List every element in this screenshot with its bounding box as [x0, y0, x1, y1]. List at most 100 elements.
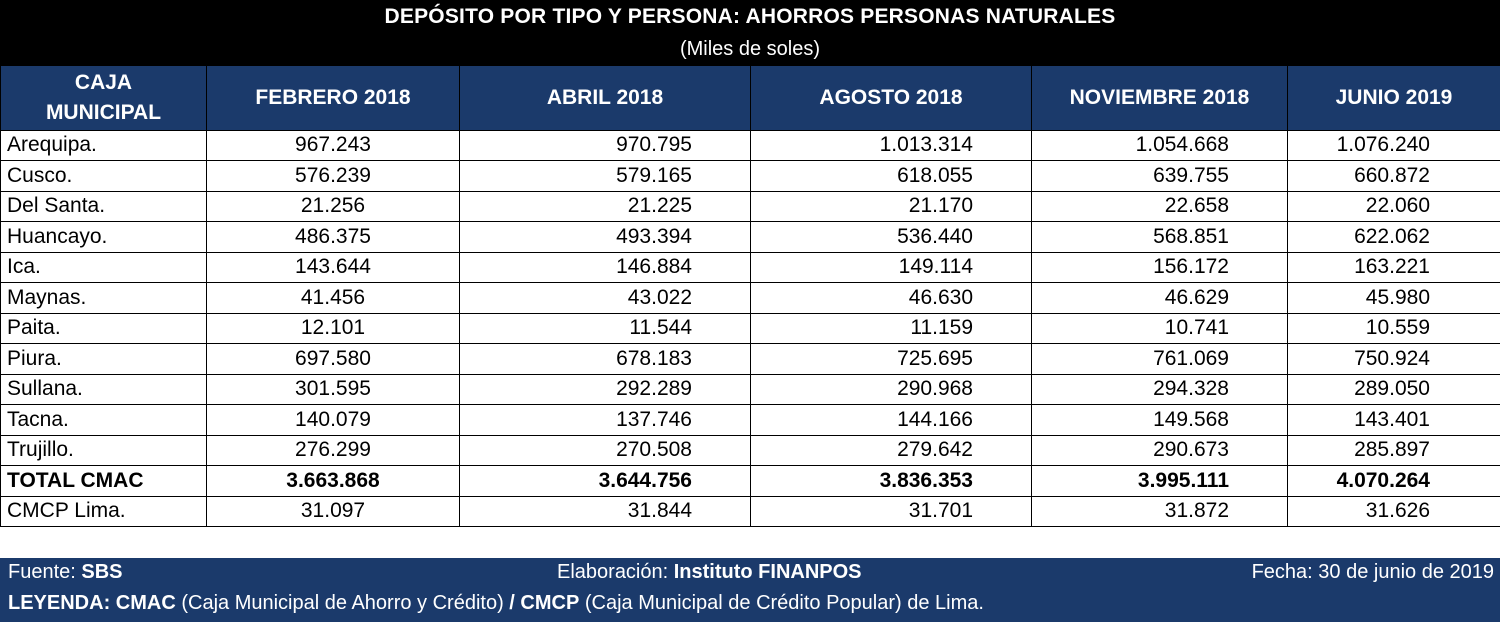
value-cell: 31.097	[206, 495, 460, 527]
table-body: Arequipa. 967.243 970.795 1.013.314 1.054.66…	[0, 129, 1500, 527]
value-cell: 1.013.314	[750, 129, 1032, 161]
table-row: Huancayo. 486.375 493.394 536.440 568.851 622…	[0, 221, 1500, 253]
row-label: Piura.	[0, 343, 207, 375]
value-cell: 149.568	[1031, 404, 1288, 436]
value-cell: 290.968	[750, 373, 1032, 405]
value-cell: 294.328	[1031, 373, 1288, 405]
value-cell: 137.746	[459, 404, 751, 436]
row-label: Paita.	[0, 312, 207, 344]
value-cell: 660.872	[1287, 160, 1500, 192]
table-row: Maynas. 41.456 43.022 46.630 46.629 45.980	[0, 282, 1500, 314]
value-cell: 143.644	[206, 251, 460, 283]
footer-elaboration: Elaboración: Instituto FINANPOS	[557, 561, 862, 584]
value-cell: 144.166	[750, 404, 1032, 436]
table-row: Paita. 12.101 11.544 11.159 10.741 10.559	[0, 312, 1500, 344]
legend-label: LEYENDA:	[8, 592, 111, 614]
value-cell: 3.836.353	[750, 465, 1032, 497]
value-cell: 639.755	[1031, 160, 1288, 192]
value-cell: 697.580	[206, 343, 460, 375]
value-cell: 301.595	[206, 373, 460, 405]
value-cell: 12.101	[206, 312, 460, 344]
title-bar: DEPÓSITO POR TIPO Y PERSONA: AHORROS PER…	[0, 0, 1500, 66]
elab-label: Elaboración:	[557, 561, 669, 583]
col-header-jun-2019: JUNIO 2019	[1287, 66, 1500, 131]
value-cell: 10.741	[1031, 312, 1288, 344]
value-cell: 579.165	[459, 160, 751, 192]
row-label: Trujillo.	[0, 434, 207, 466]
value-cell: 41.456	[206, 282, 460, 314]
legend-cmcp: CMCP	[520, 592, 580, 614]
legend-cmac-desc: (Caja Municipal de Ahorro y Crédito)	[181, 592, 504, 614]
row-label: CMCP Lima.	[0, 495, 207, 527]
value-cell: 43.022	[459, 282, 751, 314]
row-label: Tacna.	[0, 404, 207, 436]
value-cell: 761.069	[1031, 343, 1288, 375]
value-cell: 22.658	[1031, 190, 1288, 222]
table-title: DEPÓSITO POR TIPO Y PERSONA: AHORROS PER…	[384, 5, 1116, 28]
legend-cmcp-desc: (Caja Municipal de Crédito Popular) de L…	[584, 592, 984, 614]
value-cell: 292.289	[459, 373, 751, 405]
value-cell: 289.050	[1287, 373, 1500, 405]
value-cell: 21.256	[206, 190, 460, 222]
table-row: CMCP Lima. 31.097 31.844 31.701 31.872 31.626	[0, 495, 1500, 527]
value-cell: 279.642	[750, 434, 1032, 466]
legend-separator: /	[509, 592, 515, 614]
row-label: Huancayo.	[0, 221, 207, 253]
footer-info-row: Fuente: SBS Elaboración: Instituto FINAN…	[0, 561, 1500, 589]
value-cell: 3.995.111	[1031, 465, 1288, 497]
footer-date: Fecha: 30 de junio de 2019	[1251, 561, 1494, 583]
value-cell: 140.079	[206, 404, 460, 436]
value-cell: 618.055	[750, 160, 1032, 192]
value-cell: 486.375	[206, 221, 460, 253]
value-cell: 22.060	[1287, 190, 1500, 222]
value-cell: 146.884	[459, 251, 751, 283]
row-label: TOTAL CMAC	[0, 465, 207, 497]
table-row: Del Santa. 21.256 21.225 21.170 22.658 22.060	[0, 190, 1500, 222]
value-cell: 750.924	[1287, 343, 1500, 375]
value-cell: 725.695	[750, 343, 1032, 375]
elab-value: Instituto FINANPOS	[673, 561, 862, 583]
value-cell: 46.630	[750, 282, 1032, 314]
value-cell: 622.062	[1287, 221, 1500, 253]
header-row: CAJA MUNICIPAL FEBRERO 2018 ABRIL 2018 AG…	[0, 66, 1500, 131]
row-label: Arequipa.	[0, 129, 207, 161]
table-row: Sullana. 301.595 292.289 290.968 294.328 289.…	[0, 373, 1500, 405]
value-cell: 31.626	[1287, 495, 1500, 527]
legend-cmac: CMAC	[115, 592, 176, 614]
col-header-caja: CAJA MUNICIPAL	[0, 66, 207, 131]
value-cell: 149.114	[750, 251, 1032, 283]
value-cell: 31.701	[750, 495, 1032, 527]
row-label: Cusco.	[0, 160, 207, 192]
table-row: Trujillo. 276.299 270.508 279.642 290.673 285…	[0, 434, 1500, 466]
row-label: Maynas.	[0, 282, 207, 314]
value-cell: 270.508	[459, 434, 751, 466]
value-cell: 3.663.868	[206, 465, 460, 497]
value-cell: 285.897	[1287, 434, 1500, 466]
col-header-nov-2018: NOVIEMBRE 2018	[1031, 66, 1288, 131]
value-cell: 290.673	[1031, 434, 1288, 466]
table-row: Cusco. 576.239 579.165 618.055 639.755 660.87…	[0, 160, 1500, 192]
deposits-table: CAJA MUNICIPAL FEBRERO 2018 ABRIL 2018 AG…	[0, 66, 1500, 527]
col-header-abr-2018: ABRIL 2018	[459, 66, 751, 131]
value-cell: 678.183	[459, 343, 751, 375]
value-cell: 31.844	[459, 495, 751, 527]
footer-legend: LEYENDA: CMAC (Caja Municipal de Ahorro …	[8, 592, 984, 615]
value-cell: 276.299	[206, 434, 460, 466]
table-subtitle: (Miles de soles)	[679, 38, 821, 60]
table-row: Arequipa. 967.243 970.795 1.013.314 1.054.66…	[0, 129, 1500, 161]
value-cell: 1.054.668	[1031, 129, 1288, 161]
value-cell: 21.170	[750, 190, 1032, 222]
footer: Fuente: SBS Elaboración: Instituto FINAN…	[0, 558, 1500, 622]
value-cell: 31.872	[1031, 495, 1288, 527]
value-cell: 970.795	[459, 129, 751, 161]
value-cell: 163.221	[1287, 251, 1500, 283]
value-cell: 46.629	[1031, 282, 1288, 314]
value-cell: 21.225	[459, 190, 751, 222]
value-cell: 493.394	[459, 221, 751, 253]
value-cell: 1.076.240	[1287, 129, 1500, 161]
value-cell: 156.172	[1031, 251, 1288, 283]
value-cell: 536.440	[750, 221, 1032, 253]
total-row: TOTAL CMAC 3.663.868 3.644.756 3.836.353 3.9…	[0, 465, 1500, 497]
value-cell: 10.559	[1287, 312, 1500, 344]
col-header-ago-2018: AGOSTO 2018	[750, 66, 1032, 131]
